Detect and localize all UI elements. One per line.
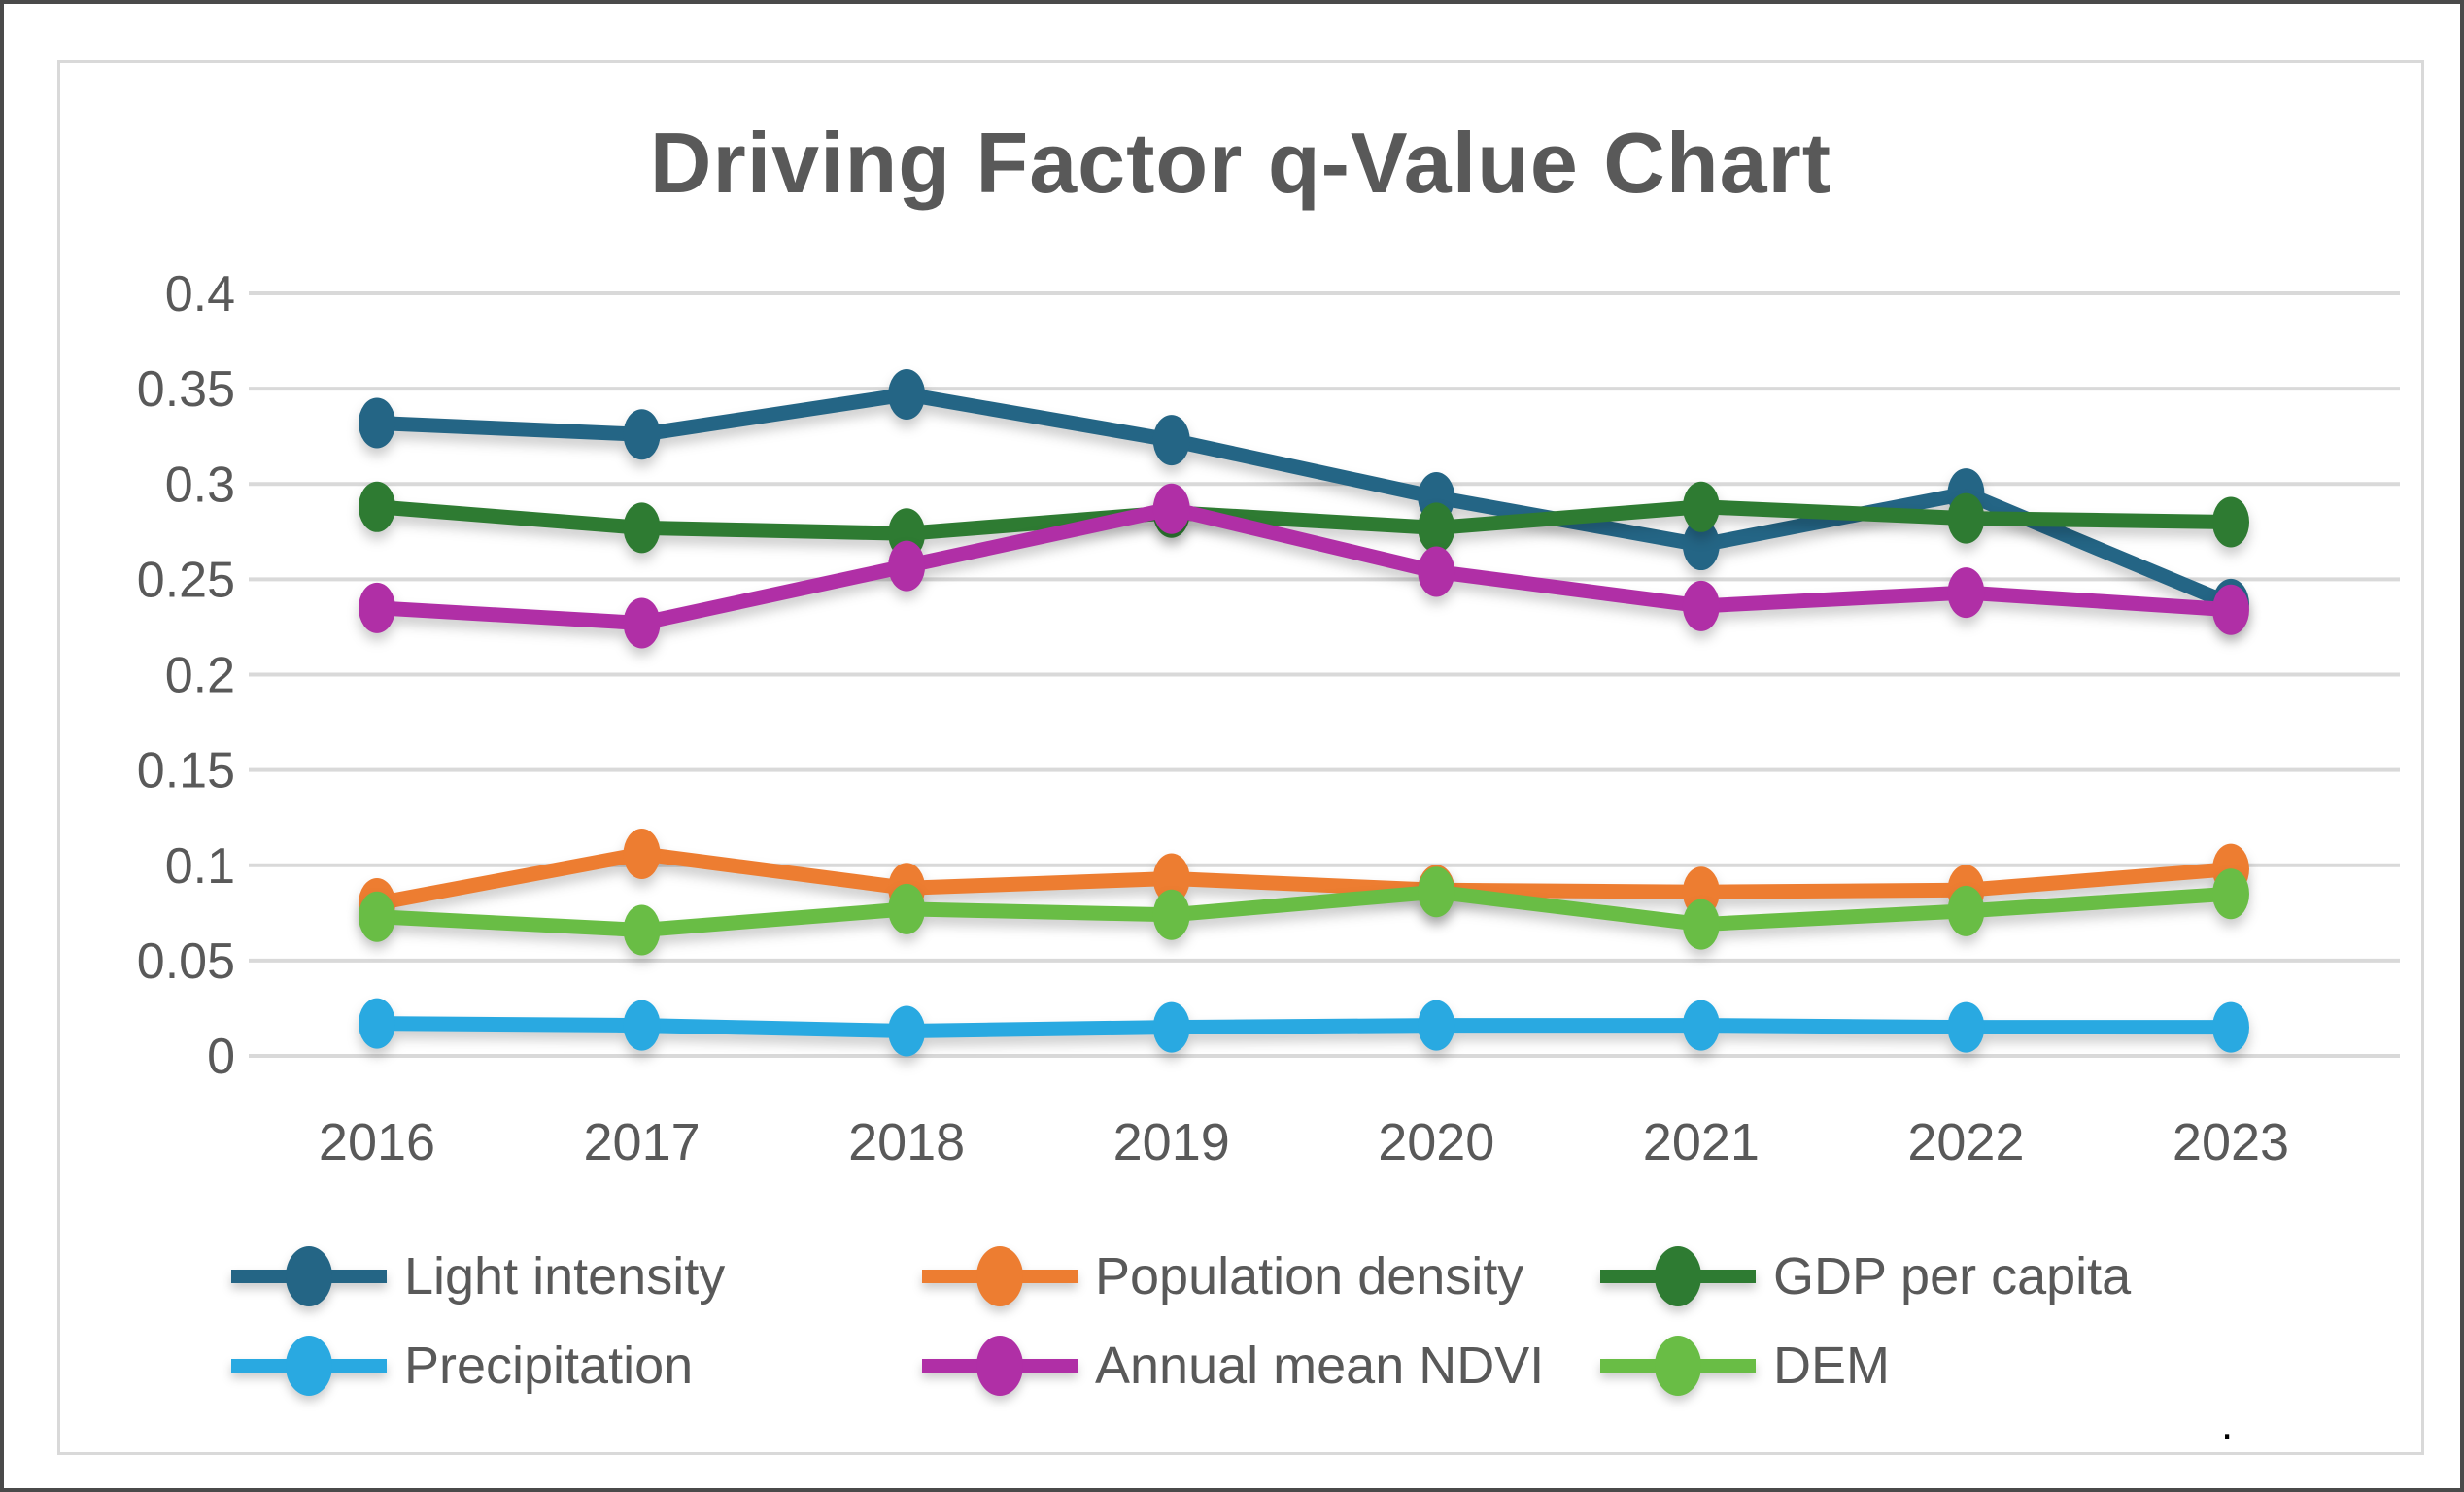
marker-dem-2018 [888,883,926,934]
marker-population-density-2017 [623,828,661,879]
gridlines [249,291,2400,1058]
marker-dem-2021 [1682,899,1720,950]
marker-annual-mean-ndvi-2020 [1418,546,1455,597]
x-tick-label-2020: 2020 [1378,1113,1494,1171]
y-tick-label-0.2: 0.2 [165,648,235,704]
series-precipitation [359,998,2249,1057]
marker-annual-mean-ndvi-2016 [359,582,395,633]
series-line-dem [369,884,2239,937]
marker-light-intensity-2021 [1682,520,1720,571]
marker-dem-2022 [1947,885,1985,936]
series-line-annual-mean-ndvi [369,501,2239,631]
y-tick-label-0.35: 0.35 [137,361,235,418]
marker-light-intensity-2017 [623,409,661,460]
marker-annual-mean-ndvi-2022 [1947,567,1985,619]
marker-population-density-2019 [1152,853,1190,904]
marker-dem-2016 [359,891,395,942]
y-tick-label-0.05: 0.05 [137,933,235,990]
marker-gdp-per-capita-2021 [1682,481,1720,532]
marker-annual-mean-ndvi-2017 [623,597,661,649]
marker-precipitation-2021 [1682,1000,1720,1051]
marker-light-intensity-2019 [1152,415,1190,466]
marker-precipitation-2016 [359,998,395,1049]
marker-precipitation-2022 [1947,1001,1985,1053]
x-tick-label-2017: 2017 [584,1113,701,1171]
marker-gdp-per-capita-2022 [1947,492,1985,544]
marker-precipitation-2023 [2212,1001,2249,1053]
x-tick-label-2016: 2016 [319,1113,435,1171]
x-tick-label-2022: 2022 [1907,1113,2024,1171]
y-tick-label-0.1: 0.1 [165,838,235,895]
series-line-light-intensity [369,387,2239,612]
marker-dem-2023 [2212,868,2249,920]
x-axis-labels: 2016 2017 2018 2019 2020 2021 2022 2023 [319,1113,2289,1171]
stray-period: . [2221,1401,2234,1448]
marker-gdp-per-capita-2020 [1418,502,1455,554]
marker-precipitation-2017 [623,1000,661,1051]
series-annual-mean-ndvi [359,483,2249,649]
marker-dem-2020 [1418,866,1455,918]
marker-gdp-per-capita-2016 [359,481,395,532]
marker-annual-mean-ndvi-2023 [2212,584,2249,635]
marker-annual-mean-ndvi-2021 [1682,580,1720,631]
series-dem [359,866,2249,956]
x-tick-label-2019: 2019 [1113,1113,1230,1171]
y-tick-label-0: 0 [207,1029,235,1085]
marker-dem-2019 [1152,889,1190,940]
marker-precipitation-2018 [888,1005,926,1057]
y-tick-label-0.3: 0.3 [165,457,235,513]
marker-annual-mean-ndvi-2019 [1152,483,1190,534]
marker-dem-2017 [623,904,661,956]
marker-precipitation-2019 [1152,1001,1190,1053]
marker-precipitation-2020 [1418,1000,1455,1051]
series-line-precipitation [369,1016,2239,1038]
y-tick-label-0.4: 0.4 [165,266,235,322]
marker-annual-mean-ndvi-2018 [888,540,926,592]
y-tick-label-0.15: 0.15 [137,743,235,799]
x-tick-label-2018: 2018 [848,1113,965,1171]
marker-light-intensity-2016 [359,397,395,449]
x-tick-label-2021: 2021 [1643,1113,1760,1171]
x-tick-label-2023: 2023 [2173,1113,2289,1171]
series-line-population-density [369,846,2239,911]
series-line-gdp-per-capita [369,499,2239,541]
chart-title: Driving Factor q-Value Chart [649,115,1832,211]
marker-gdp-per-capita-2017 [623,502,661,554]
y-axis-labels: 0.4 0.35 0.3 0.25 0.2 0.15 0.1 0.05 0 [137,266,235,1085]
marker-light-intensity-2018 [888,369,926,421]
y-tick-label-0.25: 0.25 [137,552,235,608]
marker-gdp-per-capita-2023 [2212,496,2249,548]
